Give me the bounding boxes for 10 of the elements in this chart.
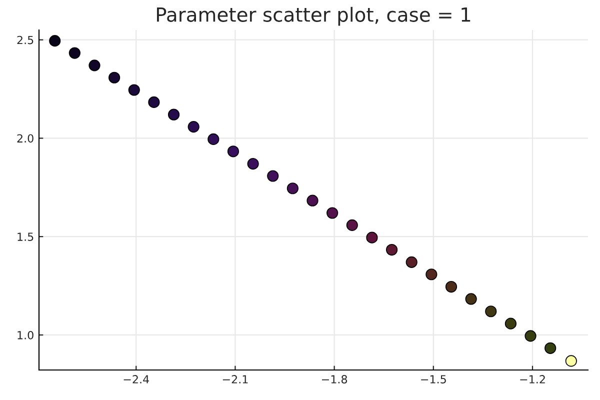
x-tick-label: −2.1 xyxy=(222,375,248,384)
x-tick-label: −1.5 xyxy=(421,375,446,384)
x-tick-label: −2.4 xyxy=(124,375,149,384)
y-tick-label: 1.5 xyxy=(18,232,34,241)
x-tick-label: −1.8 xyxy=(322,375,348,384)
x-tick-label: −1.2 xyxy=(520,375,545,384)
y-tick-label: 2.5 xyxy=(17,36,34,44)
y-tick-label: 2.0 xyxy=(17,134,34,143)
chart-title: Parameter scatter plot, case = 1 xyxy=(157,6,470,26)
y-tick-label: 1.0 xyxy=(18,330,34,340)
